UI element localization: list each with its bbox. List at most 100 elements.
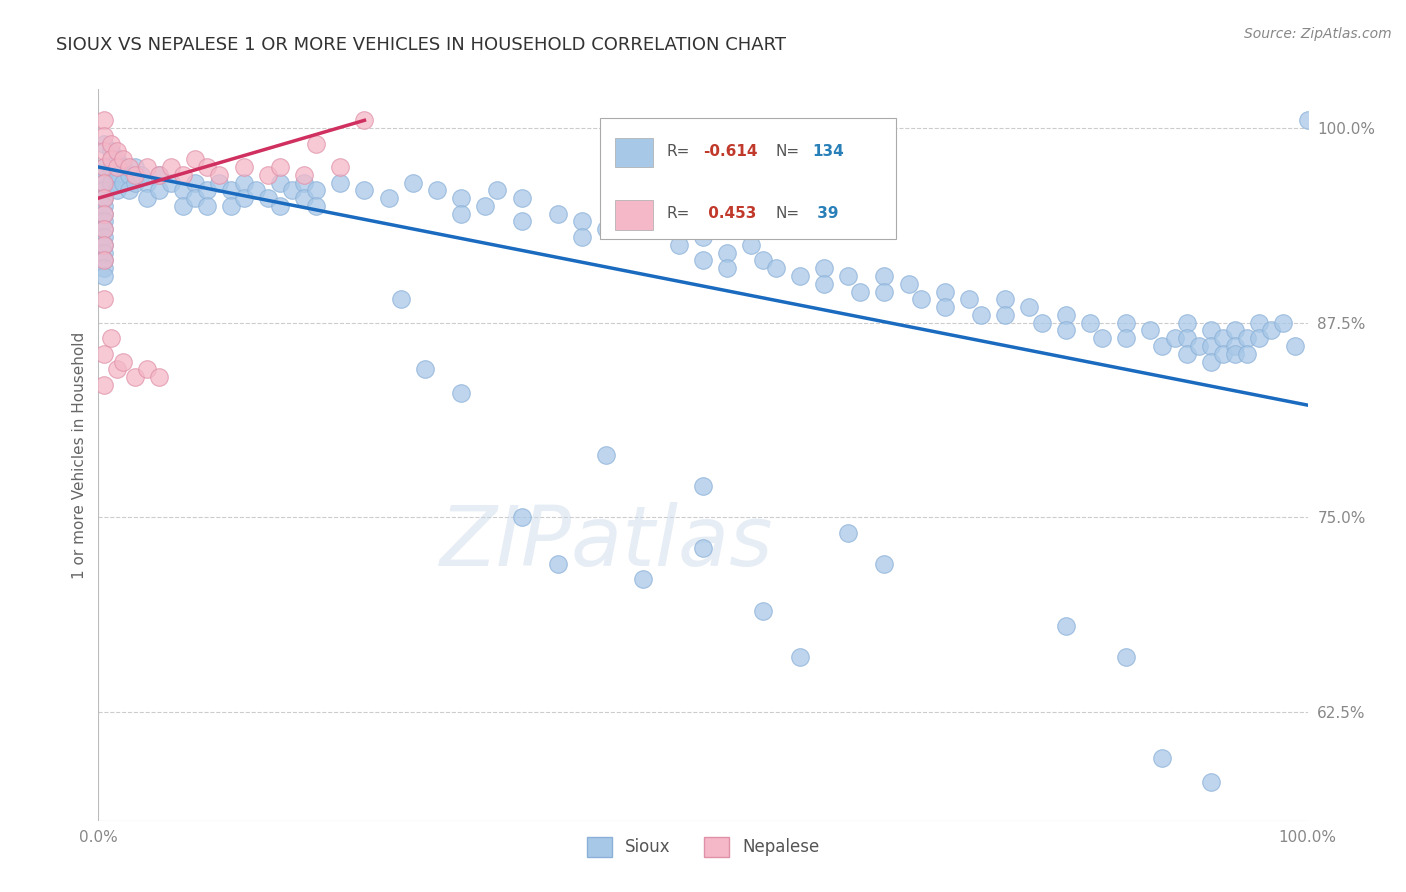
Point [195,160,218,174]
Point [1152,751,1174,765]
Point [118,160,141,174]
Point [595,448,617,462]
Point [105,160,128,174]
Point [93,237,115,252]
Point [93,222,115,236]
Point [208,168,231,182]
Point [1139,323,1161,337]
Point [1199,774,1222,789]
FancyBboxPatch shape [614,138,654,168]
Point [752,603,775,617]
Point [93,237,115,252]
Point [281,183,304,197]
Point [305,183,328,197]
Point [148,168,170,182]
Legend: Sioux, Nepalese: Sioux, Nepalese [579,830,827,863]
Point [849,285,872,299]
Point [486,183,509,197]
Point [124,370,146,384]
Point [208,176,231,190]
Point [837,268,859,283]
Text: R=: R= [666,206,690,221]
Point [934,300,956,314]
Point [547,207,569,221]
Point [93,160,115,174]
Point [232,191,254,205]
Point [897,277,920,291]
Point [93,253,115,268]
Point [789,268,811,283]
Point [269,160,291,174]
Point [752,253,775,268]
Point [1115,650,1137,665]
Point [118,183,141,197]
Point [135,362,157,376]
Point [111,160,134,174]
Point [571,230,593,244]
Point [595,222,617,236]
Point [1054,308,1077,322]
Text: 0.453: 0.453 [703,206,756,221]
Point [160,176,183,190]
Point [269,199,291,213]
Point [124,160,146,174]
Point [148,183,170,197]
Point [1188,339,1211,353]
Point [292,191,315,205]
Point [111,176,134,190]
Point [873,557,896,571]
Point [93,191,115,205]
Text: 39: 39 [811,206,838,221]
Point [1236,347,1258,361]
Point [716,245,738,260]
Point [111,354,134,368]
Point [93,136,115,151]
Point [135,176,157,190]
Point [1078,316,1101,330]
Point [765,261,787,276]
Point [1249,331,1271,345]
Point [1272,316,1295,330]
Point [93,377,115,392]
Point [245,183,267,197]
Point [135,160,157,174]
Point [93,128,115,143]
Point [292,176,315,190]
Point [934,285,956,299]
Point [232,176,254,190]
Point [1212,347,1234,361]
Text: Source: ZipAtlas.com: Source: ZipAtlas.com [1244,27,1392,41]
Point [353,113,375,128]
Point [195,199,218,213]
Point [1091,331,1114,345]
Point [510,191,533,205]
FancyBboxPatch shape [614,201,654,229]
Point [1175,347,1198,361]
Point [692,253,714,268]
Point [510,510,533,524]
Point [232,160,254,174]
Point [413,362,436,376]
Point [195,183,218,197]
Point [184,191,207,205]
Point [221,183,243,197]
Point [692,541,714,556]
Point [740,237,762,252]
Point [1199,339,1222,353]
Point [571,214,593,228]
Point [389,293,412,307]
Point [837,525,859,540]
Point [692,230,714,244]
Point [668,237,690,252]
Point [1249,316,1271,330]
Point [105,153,128,167]
Point [100,145,122,159]
Point [221,199,243,213]
Point [160,160,183,174]
Text: SIOUX VS NEPALESE 1 OR MORE VEHICLES IN HOUSEHOLD CORRELATION CHART: SIOUX VS NEPALESE 1 OR MORE VEHICLES IN … [56,36,786,54]
Point [172,199,194,213]
Point [1260,323,1282,337]
Point [93,222,115,236]
Point [184,153,207,167]
Point [105,168,128,182]
